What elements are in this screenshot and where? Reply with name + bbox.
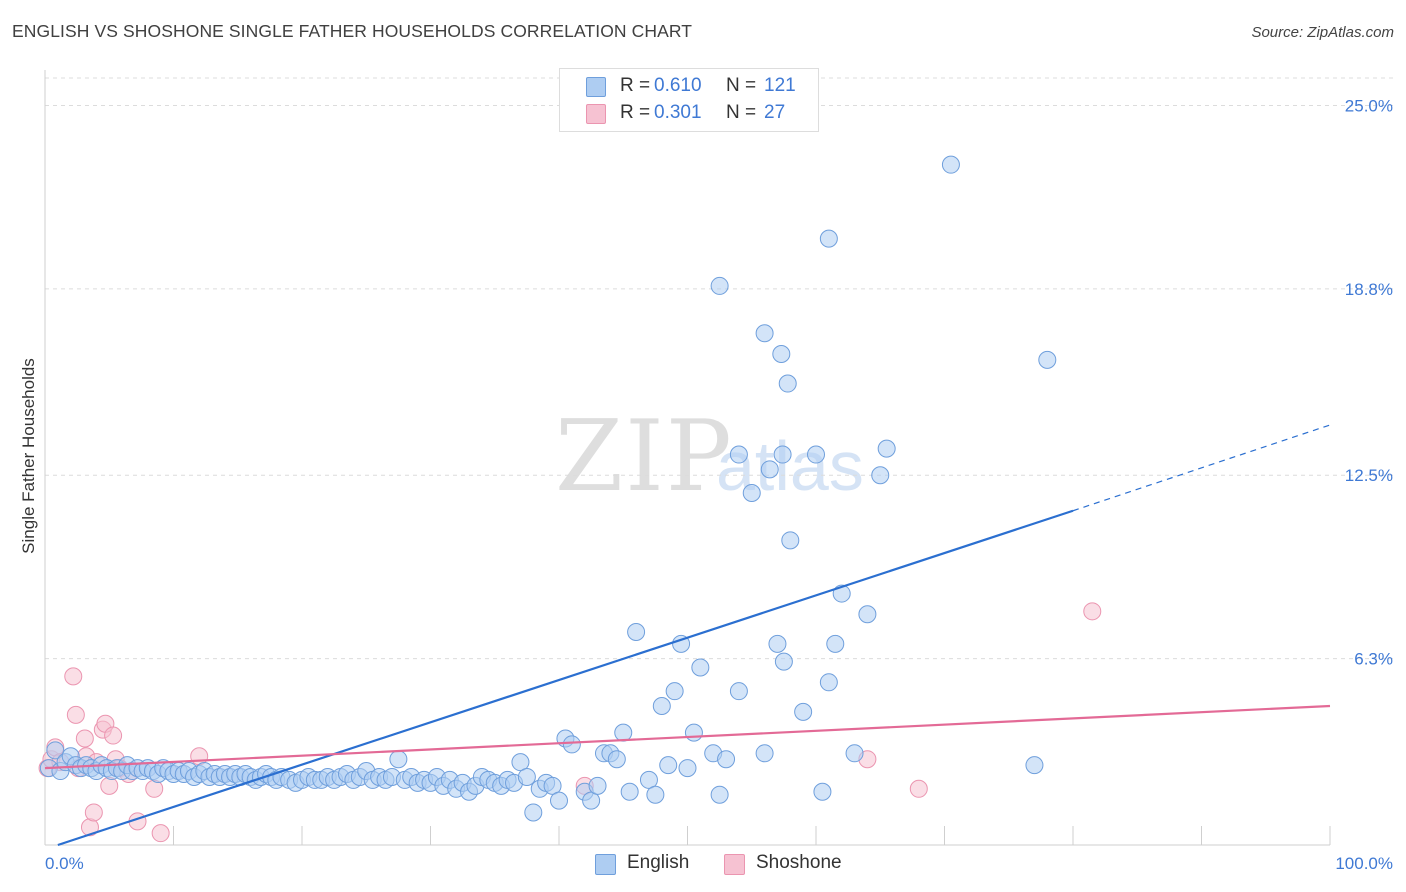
english-point xyxy=(858,605,877,624)
n-label: N = xyxy=(726,102,757,123)
shoshone-swatch xyxy=(724,854,745,875)
english-point xyxy=(678,759,697,778)
english-point xyxy=(691,658,710,677)
english-point xyxy=(710,276,729,295)
n-label: N = xyxy=(726,75,757,96)
english-point xyxy=(627,623,646,642)
english-point xyxy=(46,741,65,760)
english-label: English xyxy=(627,852,690,873)
stats-legend: R = 0.610 N = 121 R = 0.301 N = 27 xyxy=(559,68,819,132)
grid xyxy=(45,77,1395,660)
shoshone-point xyxy=(75,729,94,748)
english-point xyxy=(389,750,408,769)
shoshone-point xyxy=(100,776,119,795)
english-trendline xyxy=(57,509,1074,847)
shoshone-point xyxy=(909,779,928,798)
english-point xyxy=(646,785,665,804)
english-point xyxy=(588,776,607,795)
x-tick-label: 100.0% xyxy=(1335,854,1393,873)
english-point xyxy=(819,229,838,248)
shoshone-point xyxy=(151,824,170,843)
english-point xyxy=(607,750,626,769)
r-label: R = xyxy=(620,102,651,123)
english-point xyxy=(729,445,748,464)
english-trendline-extension xyxy=(1072,424,1331,512)
english-point xyxy=(760,460,779,479)
english-point xyxy=(781,531,800,550)
english-point xyxy=(813,782,832,801)
x-tick-label: 0.0% xyxy=(45,854,84,873)
english-point xyxy=(871,466,890,485)
english-point xyxy=(755,744,774,763)
shoshone-point xyxy=(66,705,85,724)
y-tick-label: 6.3% xyxy=(1354,650,1393,669)
english-point xyxy=(562,735,581,754)
english-point xyxy=(729,682,748,701)
r-value: 0.610 xyxy=(654,75,702,96)
shoshone-point xyxy=(145,779,164,798)
english-point xyxy=(620,782,639,801)
y-tick-label: 25.0% xyxy=(1345,96,1393,115)
english-point xyxy=(665,682,684,701)
n-value: 121 xyxy=(764,75,796,96)
tick-labels: 6.3% 12.5% 18.8% 25.0% 0.0% 100.0% xyxy=(45,96,1393,873)
english-point xyxy=(778,374,797,393)
english-point xyxy=(772,344,791,363)
english-point xyxy=(773,445,792,464)
english-point xyxy=(819,673,838,692)
shoshone-point xyxy=(64,667,83,686)
n-value: 27 xyxy=(764,102,786,123)
shoshone-point xyxy=(104,726,123,745)
english-point xyxy=(1038,350,1057,369)
english-point xyxy=(794,702,813,721)
chart-title: ENGLISH VS SHOSHONE SINGLE FATHER HOUSEH… xyxy=(12,21,693,41)
english-point xyxy=(755,324,774,343)
english-point xyxy=(742,483,761,502)
english-point xyxy=(524,803,543,822)
english-point xyxy=(877,439,896,458)
r-value: 0.301 xyxy=(654,102,702,123)
shoshone-label: Shoshone xyxy=(756,852,842,873)
y-tick-label: 18.8% xyxy=(1345,280,1393,299)
english-point xyxy=(652,696,671,715)
english-point xyxy=(1025,756,1044,775)
english-point xyxy=(550,791,568,810)
shoshone-swatch xyxy=(586,104,606,124)
source-credit: Source: ZipAtlas.com xyxy=(1251,24,1394,41)
english-point xyxy=(517,767,536,786)
english-point xyxy=(941,155,960,174)
english-point xyxy=(672,634,691,653)
english-swatch xyxy=(586,77,606,97)
shoshone-point xyxy=(84,803,103,822)
english-point xyxy=(845,744,864,763)
english-point xyxy=(826,634,845,653)
english-points xyxy=(39,155,1057,822)
r-label: R = xyxy=(620,75,651,96)
english-point xyxy=(768,634,787,653)
shoshone-point xyxy=(1083,602,1102,621)
english-point xyxy=(684,723,703,742)
english-point xyxy=(774,652,793,671)
trendlines xyxy=(44,424,1331,847)
shoshone-points xyxy=(38,602,1102,843)
watermark-zip: ZIP xyxy=(555,400,734,514)
english-point xyxy=(710,785,729,804)
watermark-atlas: atlas xyxy=(716,427,864,505)
english-point xyxy=(807,445,825,464)
y-axis-title: Single Father Households xyxy=(19,358,38,554)
english-point xyxy=(614,723,633,742)
english-point xyxy=(717,750,736,769)
english-swatch xyxy=(595,854,616,875)
shoshone-trendline xyxy=(44,704,1331,770)
y-tick-label: 12.5% xyxy=(1345,466,1393,485)
watermark: ZIP atlas xyxy=(555,400,864,514)
english-point xyxy=(659,756,678,775)
axes xyxy=(44,70,1331,846)
